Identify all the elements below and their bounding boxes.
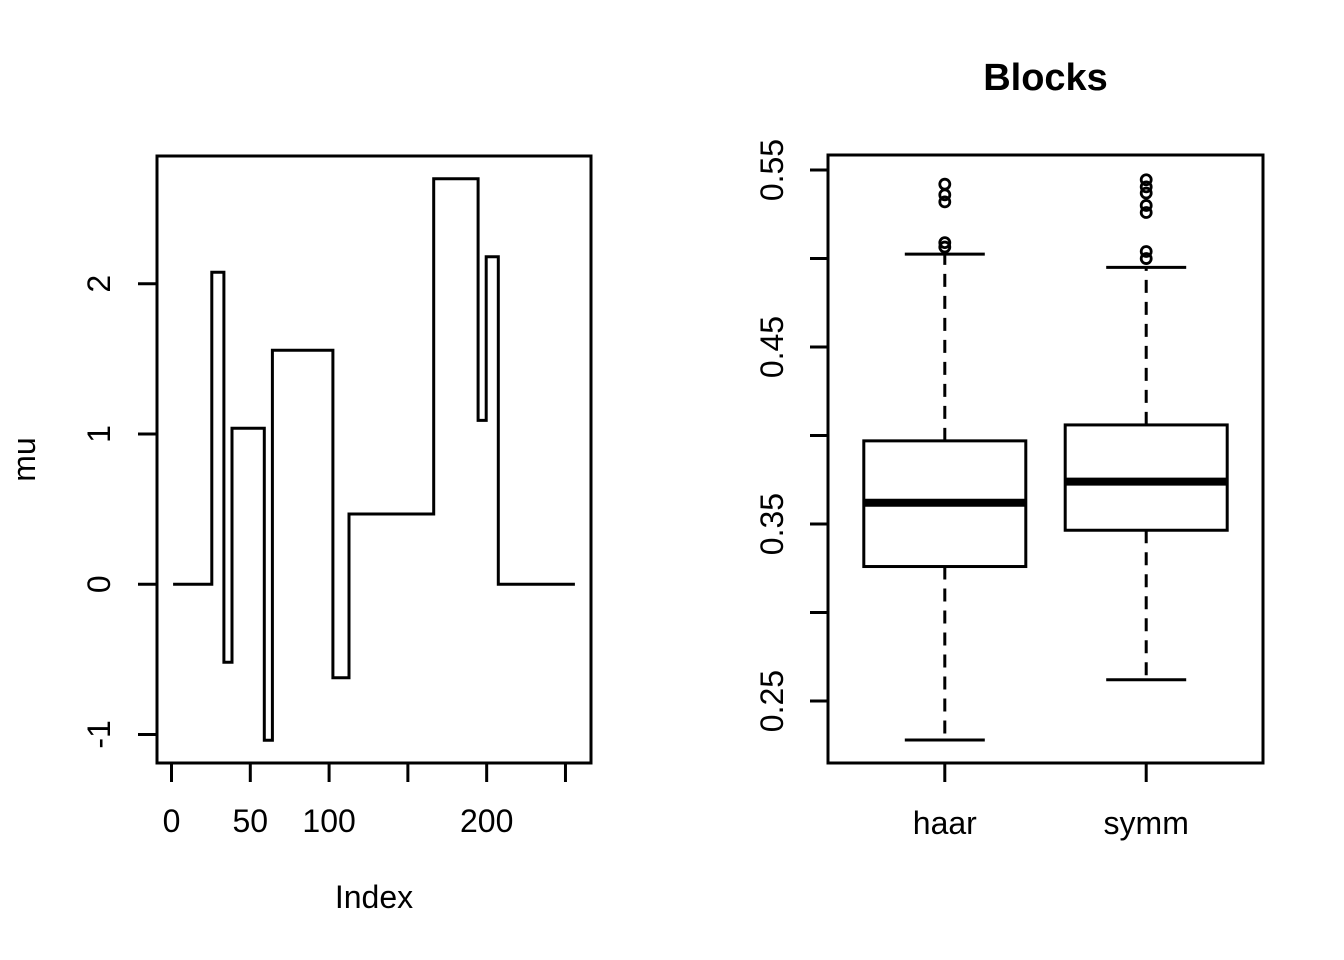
x-axis-tick-label: 50 (232, 803, 268, 839)
y-axis-tick-label: 2 (81, 275, 117, 293)
x-axis-tick-label: 0 (163, 803, 181, 839)
outlier-point (1139, 186, 1153, 200)
category-label: haar (913, 805, 977, 841)
plot-frame (155, 154, 593, 765)
outlier-point (1139, 252, 1153, 265)
y-axis-tick-label: -1 (81, 720, 117, 748)
y-axis-tick-label: 0.55 (754, 139, 790, 201)
y-axis-tick-label: 0.35 (754, 493, 790, 555)
outlier-point (1139, 199, 1153, 212)
outlier-point (938, 195, 952, 209)
box-group-symm (1063, 173, 1229, 682)
x-axis-title: Index (335, 879, 413, 915)
y-axis-tick-label: 1 (81, 425, 117, 443)
y-axis-tick-label: 0.25 (754, 670, 790, 732)
outlier-point (1139, 180, 1153, 194)
outlier-point (938, 188, 952, 202)
outlier-point (1139, 206, 1153, 219)
outlier-point (938, 236, 952, 250)
x-axis-tick-label: 200 (460, 803, 513, 839)
blocks-boxplot: Blocks 0.25 0.35 0.45 0.55 haar symm (754, 57, 1265, 841)
blocks-step-curve (173, 177, 575, 742)
category-label: symm (1104, 805, 1189, 841)
x-axis-tick-label: 100 (302, 803, 355, 839)
y-axis-title: mu (6, 437, 42, 481)
outlier-point (938, 177, 952, 191)
y-axis-tick-label: 0 (81, 575, 117, 593)
box-group-haar (862, 177, 1028, 742)
outlier-point (1139, 245, 1153, 258)
plot-frame (826, 153, 1265, 765)
blocks-signal-plot: 0 50 100 200 -1 0 1 2 Index mu (6, 154, 593, 915)
outlier-point (1139, 173, 1153, 187)
plot-title: Blocks (983, 57, 1108, 99)
outlier-point (938, 240, 952, 254)
y-axis-tick-label: 0.45 (754, 316, 790, 378)
